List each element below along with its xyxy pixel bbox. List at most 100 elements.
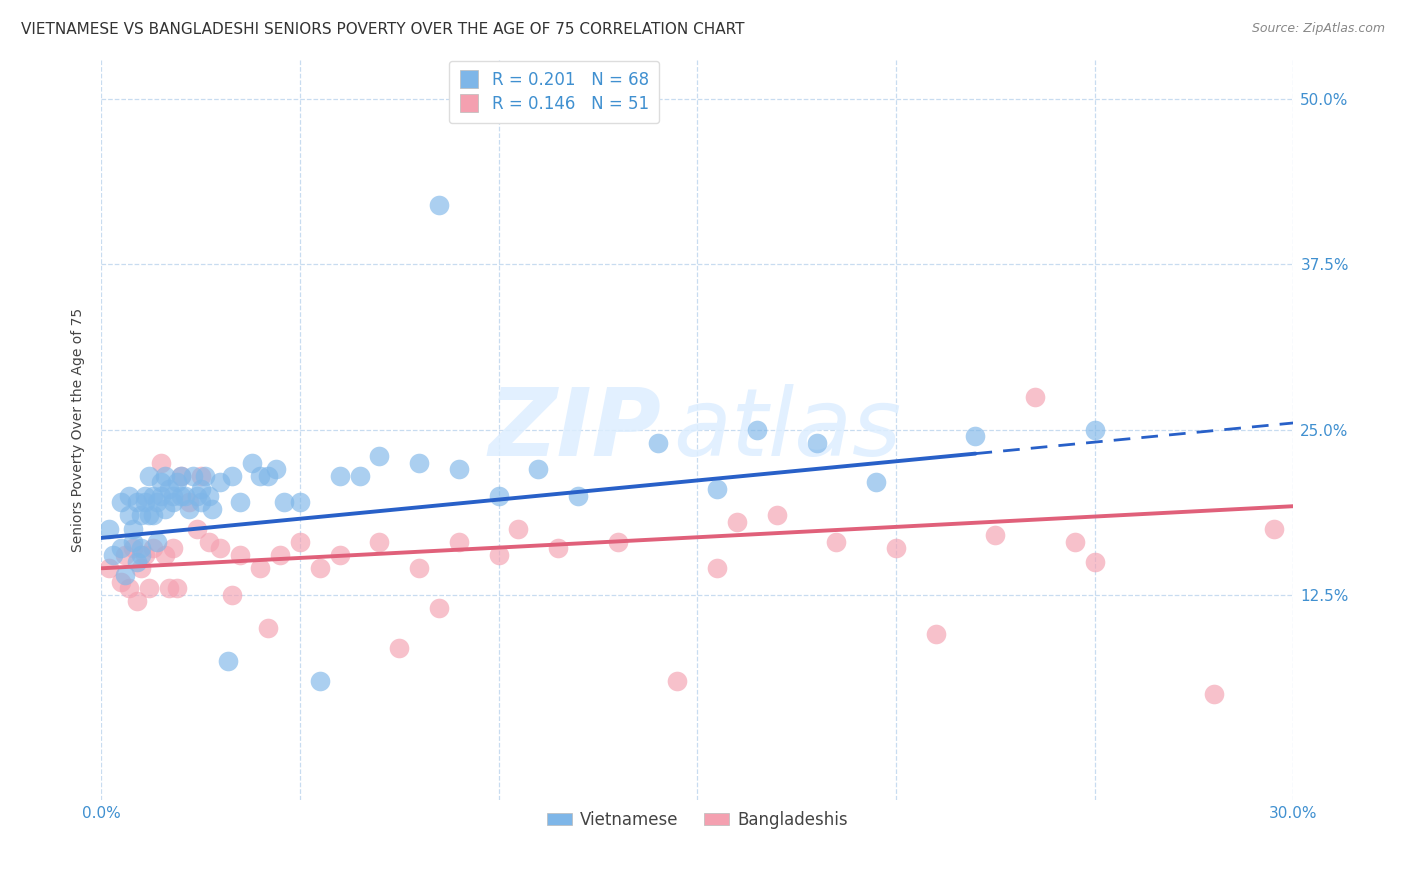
Point <box>98 561 121 575</box>
Point <box>269 548 291 562</box>
Point <box>153 468 176 483</box>
Point <box>308 673 330 688</box>
Point <box>170 468 193 483</box>
Point <box>170 468 193 483</box>
Point <box>745 423 768 437</box>
Point <box>221 468 243 483</box>
Point <box>925 627 948 641</box>
Point <box>488 548 510 562</box>
Point <box>114 548 136 562</box>
Point <box>257 468 280 483</box>
Point <box>765 508 787 523</box>
Point <box>647 435 669 450</box>
Point <box>865 475 887 490</box>
Point <box>149 475 172 490</box>
Point <box>197 489 219 503</box>
Point <box>177 501 200 516</box>
Point <box>273 495 295 509</box>
Point <box>806 435 828 450</box>
Point <box>388 640 411 655</box>
Point <box>114 568 136 582</box>
Point <box>427 601 450 615</box>
Point <box>142 508 165 523</box>
Point <box>153 501 176 516</box>
Point <box>706 482 728 496</box>
Point <box>249 468 271 483</box>
Point <box>162 495 184 509</box>
Text: Source: ZipAtlas.com: Source: ZipAtlas.com <box>1251 22 1385 36</box>
Point <box>884 541 907 556</box>
Point <box>221 588 243 602</box>
Point <box>146 534 169 549</box>
Point <box>138 508 160 523</box>
Point <box>98 522 121 536</box>
Point <box>329 548 352 562</box>
Point <box>229 548 252 562</box>
Point <box>125 594 148 608</box>
Point <box>217 654 239 668</box>
Point <box>101 548 124 562</box>
Point <box>118 581 141 595</box>
Text: ZIP: ZIP <box>489 384 662 475</box>
Point <box>965 429 987 443</box>
Point <box>666 673 689 688</box>
Point <box>1063 534 1085 549</box>
Point <box>138 581 160 595</box>
Point <box>190 495 212 509</box>
Point <box>157 581 180 595</box>
Point <box>408 561 430 575</box>
Point <box>149 456 172 470</box>
Point <box>122 541 145 556</box>
Point <box>1024 390 1046 404</box>
Point <box>153 548 176 562</box>
Point <box>725 515 748 529</box>
Point <box>249 561 271 575</box>
Point <box>240 456 263 470</box>
Point <box>110 495 132 509</box>
Point <box>142 541 165 556</box>
Legend: Vietnamese, Bangladeshis: Vietnamese, Bangladeshis <box>540 805 855 836</box>
Point <box>118 508 141 523</box>
Point <box>166 475 188 490</box>
Point <box>134 495 156 509</box>
Point <box>125 555 148 569</box>
Point <box>173 489 195 503</box>
Point <box>186 489 208 503</box>
Point <box>129 541 152 556</box>
Point <box>1084 555 1107 569</box>
Point <box>547 541 569 556</box>
Point <box>527 462 550 476</box>
Point <box>177 495 200 509</box>
Point <box>209 541 232 556</box>
Point <box>110 541 132 556</box>
Point <box>984 528 1007 542</box>
Point <box>122 534 145 549</box>
Point <box>186 522 208 536</box>
Point <box>706 561 728 575</box>
Point <box>567 489 589 503</box>
Point <box>162 489 184 503</box>
Point <box>138 468 160 483</box>
Point <box>264 462 287 476</box>
Point <box>447 534 470 549</box>
Point <box>146 495 169 509</box>
Point <box>190 468 212 483</box>
Point <box>166 581 188 595</box>
Point <box>201 501 224 516</box>
Point <box>129 561 152 575</box>
Point <box>190 482 212 496</box>
Point <box>129 548 152 562</box>
Point <box>134 489 156 503</box>
Point <box>329 468 352 483</box>
Point <box>118 489 141 503</box>
Point <box>157 482 180 496</box>
Point <box>149 489 172 503</box>
Point <box>122 522 145 536</box>
Point <box>368 534 391 549</box>
Point <box>1263 522 1285 536</box>
Point <box>170 489 193 503</box>
Point <box>125 495 148 509</box>
Point <box>288 495 311 509</box>
Point <box>508 522 530 536</box>
Point <box>447 462 470 476</box>
